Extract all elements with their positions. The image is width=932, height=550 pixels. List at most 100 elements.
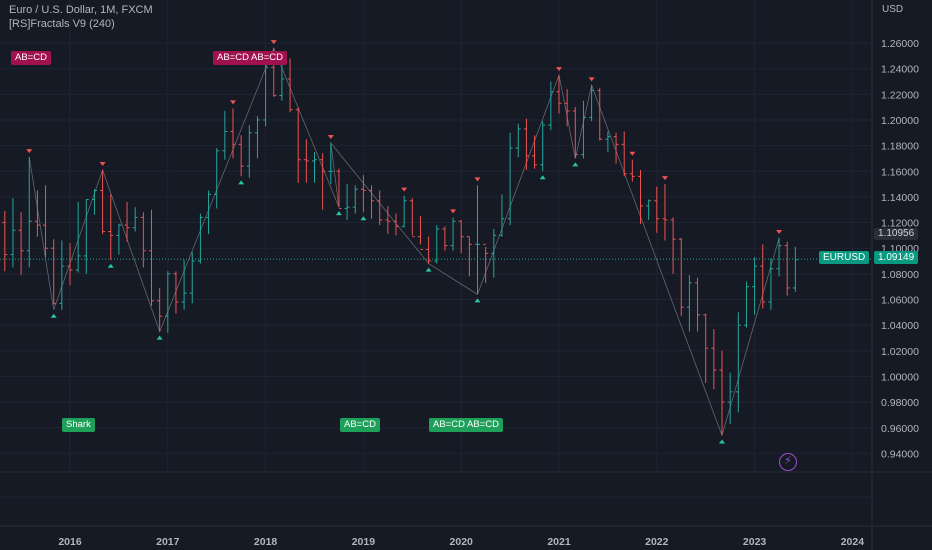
fractal-low-marker	[539, 175, 546, 180]
symbol-title[interactable]: Euro / U.S. Dollar, 1M, FXCM	[9, 4, 153, 16]
price-tick-label: 1.20000	[881, 115, 919, 127]
time-tick-label: 2019	[352, 536, 376, 548]
ohlc-bars	[2, 48, 798, 436]
ohlc-bar	[580, 100, 586, 159]
fractal-low-marker	[425, 267, 432, 272]
ohlc-bar	[320, 153, 326, 210]
ohlc-bar	[768, 258, 774, 310]
price-axis: 1.26000 1.24000 1.22000 1.20000 1.18000 1.160…	[881, 38, 919, 460]
fractal-low-marker	[107, 263, 114, 268]
ohlc-bar	[621, 131, 627, 177]
price-tick-label: 1.02000	[881, 346, 919, 358]
ohlc-bar	[776, 237, 782, 277]
fractal-low-marker	[474, 298, 481, 303]
ohlc-bar	[67, 243, 73, 286]
ohlc-bar	[605, 131, 611, 153]
fractal-high-marker	[629, 151, 636, 156]
time-tick-label: 2020	[450, 536, 474, 548]
price-tick-label: 1.26000	[881, 38, 919, 50]
ohlc-bar	[752, 257, 758, 315]
ohlc-bar	[377, 190, 383, 226]
time-tick-label: 2022	[645, 536, 669, 548]
ohlc-bar	[369, 185, 375, 219]
ohlc-bar	[75, 202, 81, 273]
fractal-low-marker	[572, 162, 579, 167]
fractal-high-marker	[99, 161, 106, 166]
fractal-low-marker	[719, 439, 725, 444]
ohlc-bar	[507, 132, 513, 226]
ohlc-bar	[352, 185, 358, 214]
ohlc-bar	[719, 350, 725, 436]
ohlc-bar	[409, 198, 415, 238]
pattern-label-abcd: AB=CD	[11, 51, 51, 65]
price-tick-label: 0.96000	[881, 423, 919, 435]
price-tick-label: 1.08000	[881, 269, 919, 281]
ohlc-bar	[735, 312, 741, 413]
ohlc-bar	[556, 75, 562, 114]
ohlc-bar	[385, 205, 391, 235]
ohlc-bar	[295, 107, 301, 183]
ohlc-bar	[328, 143, 334, 185]
fractal-markers	[26, 40, 783, 444]
price-tick-label: 1.04000	[881, 320, 919, 332]
indicator-legend[interactable]: [RS]Fractals V9 (240)	[9, 18, 115, 30]
ohlc-bar	[515, 123, 521, 158]
ohlc-bar	[475, 185, 480, 295]
ohlc-bar	[654, 186, 660, 233]
lightning-icon[interactable]: ⚡	[779, 453, 797, 471]
ohlc-bar	[670, 217, 676, 274]
ohlc-bar	[589, 85, 595, 122]
price-tick-label: 1.18000	[881, 141, 919, 153]
ohlc-bar	[548, 81, 554, 131]
fractal-low-marker	[50, 313, 57, 318]
ohlc-bar	[760, 244, 766, 309]
ohlc-bar	[450, 217, 456, 251]
ohlc-bar	[197, 213, 203, 264]
price-tick-label: 1.24000	[881, 64, 919, 76]
ohlc-bar	[417, 216, 423, 250]
ohlc-bar	[442, 226, 448, 251]
ohlc-bar	[10, 198, 16, 268]
fractal-low-marker	[335, 211, 342, 216]
price-tick-label: 1.06000	[881, 295, 919, 307]
ohlc-bar	[646, 199, 652, 220]
fractal-high-marker	[450, 209, 457, 214]
fractal-high-marker	[474, 177, 481, 182]
ohlc-bar	[401, 195, 407, 228]
price-tick-label: 0.98000	[881, 397, 919, 409]
ohlc-bar	[360, 175, 366, 213]
ohlc-bar	[157, 287, 163, 332]
grid-lines	[0, 0, 872, 472]
ohlc-bar	[238, 135, 244, 177]
crosshair-price-tag: 1.10956	[874, 228, 919, 240]
ohlc-bar	[91, 189, 97, 215]
ohlc-bar	[499, 194, 505, 237]
ohlc-bar	[695, 277, 701, 332]
fractal-high-marker	[588, 77, 595, 82]
zigzag-path	[28, 47, 780, 437]
fractal-high-marker	[661, 176, 668, 181]
currency-label[interactable]: USD	[882, 4, 904, 15]
ohlc-bar	[132, 207, 138, 232]
ohlc-bar	[784, 241, 790, 296]
ohlc-bar	[222, 110, 228, 160]
ohlc-bar	[458, 219, 464, 254]
symbol-price-tag[interactable]: EURUSD	[819, 251, 870, 264]
ohlc-bar	[613, 132, 619, 164]
ohlc-bar	[124, 202, 130, 242]
ohlc-bar	[686, 275, 692, 332]
price-tick-label: 1.12000	[881, 218, 919, 230]
pattern-label-shark: Shark	[62, 418, 95, 432]
ohlc-bar	[564, 89, 570, 127]
ohlc-bar	[279, 62, 285, 101]
ohlc-bar	[59, 240, 65, 310]
time-tick-label: 2021	[547, 536, 571, 548]
ohlc-bar	[140, 212, 146, 268]
ohlc-bar	[108, 194, 114, 260]
ohlc-bar	[287, 58, 293, 113]
time-tick-label: 2018	[254, 536, 278, 548]
ohlc-bar	[116, 223, 122, 255]
ohlc-bar	[662, 184, 668, 241]
